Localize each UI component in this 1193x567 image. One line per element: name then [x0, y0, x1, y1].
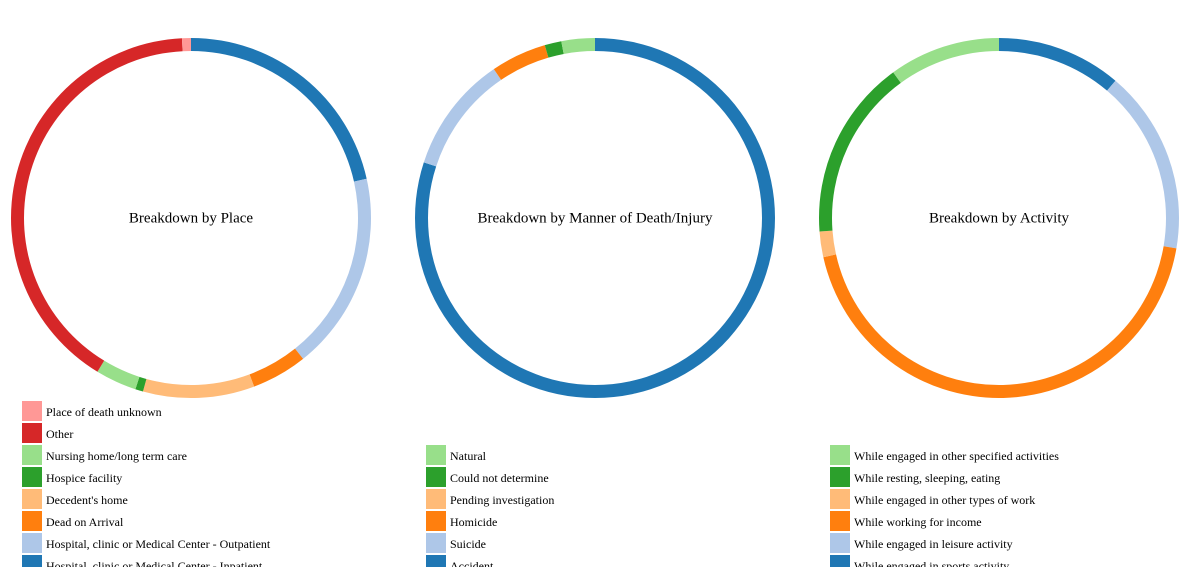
manner-legend-swatch-4: [426, 467, 446, 487]
place-legend-swatch-2: [22, 511, 42, 531]
place-slice-7[interactable]: [181, 38, 191, 52]
place-legend-label-7: Place of death unknown: [46, 405, 162, 419]
activity-legend-label-0: While engaged in sports activity: [854, 559, 1009, 567]
place-legend-label-5: Nursing home/long term care: [46, 449, 187, 463]
place-legend-swatch-6: [22, 423, 42, 443]
manner-legend-swatch-1: [426, 533, 446, 553]
place-legend-label-1: Hospital, clinic or Medical Center - Out…: [46, 537, 271, 551]
place-legend-swatch-3: [22, 489, 42, 509]
activity-chart-title: Breakdown by Activity: [929, 210, 1069, 226]
activity-slice-1[interactable]: [1107, 80, 1179, 249]
activity-legend-swatch-5: [830, 445, 850, 465]
activity-legend-label-2: While working for income: [854, 515, 982, 529]
activity-legend-label-5: While engaged in other specified activit…: [854, 449, 1059, 463]
place-legend-label-2: Dead on Arrival: [46, 515, 124, 529]
place-legend-label-4: Hospice facility: [46, 471, 122, 485]
place-legend-swatch-4: [22, 467, 42, 487]
activity-slice-0[interactable]: [999, 38, 1116, 91]
manner-chart-title: Breakdown by Manner of Death/Injury: [478, 210, 713, 226]
activity-slice-4[interactable]: [819, 72, 901, 232]
place-donut-chart: Breakdown by Place Place of death unknown…: [11, 38, 371, 567]
activity-legend-label-4: While resting, sleeping, eating: [854, 471, 1000, 485]
place-slice-5[interactable]: [97, 360, 140, 390]
place-legend-swatch-0: [22, 555, 42, 567]
manner-legend-label-0: Accident: [450, 559, 494, 567]
manner-legend-swatch-0: [426, 555, 446, 567]
place-slice-1[interactable]: [295, 178, 371, 359]
activity-donut-chart: Breakdown by Activity While engaged in ot…: [819, 38, 1179, 567]
manner-legend-label-5: Natural: [450, 449, 487, 463]
place-slice-3[interactable]: [142, 374, 255, 398]
manner-legend-swatch-3: [426, 489, 446, 509]
manner-slice-4[interactable]: [544, 41, 564, 58]
place-legend-swatch-7: [22, 401, 42, 421]
manner-slice-5[interactable]: [561, 38, 595, 54]
place-legend-label-0: Hospital, clinic or Medical Center - Inp…: [46, 559, 263, 567]
place-legend-swatch-5: [22, 445, 42, 465]
activity-legend-swatch-3: [830, 489, 850, 509]
activity-legend-swatch-0: [830, 555, 850, 567]
manner-slice-1[interactable]: [423, 69, 502, 167]
activity-slice-2[interactable]: [823, 246, 1177, 399]
place-legend-label-6: Other: [46, 427, 73, 441]
place-slice-0[interactable]: [191, 38, 367, 182]
activity-legend-label-1: While engaged in leisure activity: [854, 537, 1013, 551]
activity-legend-swatch-2: [830, 511, 850, 531]
place-slice-6[interactable]: [11, 38, 183, 372]
place-slice-2[interactable]: [249, 348, 304, 387]
manner-legend-swatch-5: [426, 445, 446, 465]
place-slice-4[interactable]: [135, 376, 147, 392]
manner-slice-2[interactable]: [493, 45, 549, 80]
place-legend-label-3: Decedent's home: [46, 493, 128, 507]
manner-legend-swatch-2: [426, 511, 446, 531]
activity-legend-swatch-4: [830, 467, 850, 487]
manner-legend-label-4: Could not determine: [450, 471, 549, 485]
place-chart-title: Breakdown by Place: [129, 210, 253, 226]
activity-legend-label-3: While engaged in other types of work: [854, 493, 1035, 507]
place-legend-swatch-1: [22, 533, 42, 553]
activity-slice-3[interactable]: [819, 230, 837, 258]
activity-slice-5[interactable]: [893, 38, 999, 83]
manner-legend-label-2: Homicide: [450, 515, 497, 529]
manner-legend-label-1: Suicide: [450, 537, 486, 551]
manner-legend-label-3: Pending investigation: [450, 493, 554, 507]
manner-donut-chart: Breakdown by Manner of Death/Injury Natur…: [415, 38, 775, 567]
activity-legend-swatch-1: [830, 533, 850, 553]
